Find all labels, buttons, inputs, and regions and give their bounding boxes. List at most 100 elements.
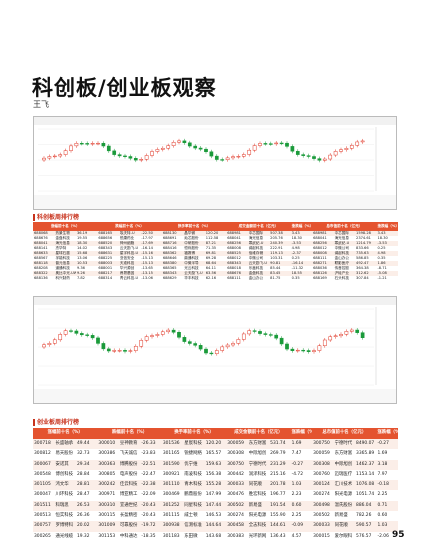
candle bbox=[160, 147, 165, 150]
table-cell: 147.44 bbox=[204, 500, 227, 512]
candle bbox=[101, 142, 106, 147]
candle bbox=[117, 154, 122, 157]
table-cell: 49.44 bbox=[75, 439, 98, 450]
column-header: 涨跌幅（%） bbox=[290, 222, 313, 231]
candle bbox=[177, 331, 181, 338]
table-cell: 中微半导 bbox=[183, 261, 205, 266]
table-cell: 300033 bbox=[312, 521, 334, 532]
candle bbox=[333, 335, 338, 338]
candle bbox=[225, 344, 230, 348]
table-cell: 688646 bbox=[162, 256, 177, 260]
table-cell: 688314 bbox=[98, 276, 113, 280]
column-header: 跌幅前十名（%） bbox=[97, 222, 162, 231]
table-cell: 300757 bbox=[33, 521, 55, 532]
candle bbox=[236, 156, 241, 158]
table-cell: 301009 bbox=[97, 521, 119, 532]
candle bbox=[355, 141, 360, 146]
table-cell: 688629 bbox=[162, 276, 177, 280]
table-cell: -1.21 bbox=[377, 276, 387, 280]
table-cell: 300386 bbox=[98, 451, 116, 457]
candle bbox=[279, 142, 284, 145]
table-cell: 博腾股份 bbox=[118, 459, 141, 470]
table-cell: 300548 bbox=[34, 471, 51, 477]
table-cell: 62.16 bbox=[205, 276, 217, 280]
table-cell: 18.55 bbox=[290, 271, 313, 276]
table-cell: 300476 bbox=[227, 492, 244, 498]
table-cell: 1153.14 bbox=[356, 471, 375, 477]
table-cell: 507.38 bbox=[269, 231, 291, 236]
table-cell: 神州细胞 bbox=[118, 241, 141, 246]
table-cell: 青木科技 bbox=[183, 480, 205, 491]
table-cell: 寒武纪-U bbox=[333, 241, 356, 246]
table-cell: 71.35 bbox=[205, 246, 217, 250]
table-cell: 688041 bbox=[227, 236, 241, 240]
table-cell: 天准科技 bbox=[118, 261, 141, 266]
table-cell: 南凌科技 bbox=[184, 471, 202, 477]
candle bbox=[128, 350, 133, 352]
table-cell: 301105 bbox=[33, 480, 55, 491]
table-cell: 688008 bbox=[312, 251, 334, 256]
candle bbox=[193, 145, 198, 149]
table-cell: 阳光电源 bbox=[248, 513, 267, 519]
table-cell: 240.39 bbox=[269, 241, 291, 246]
table-row: 688322 奥比中光-UW 9.26 688217 睿昂基因 -13.15 688343 云… bbox=[33, 271, 398, 276]
toolbar bbox=[34, 389, 396, 403]
candle bbox=[101, 343, 106, 350]
table-cell: 576.57 bbox=[356, 533, 372, 539]
candle bbox=[177, 140, 181, 143]
candle bbox=[187, 142, 192, 147]
candle bbox=[79, 333, 84, 336]
toolbar bbox=[34, 117, 396, 125]
candle bbox=[231, 156, 235, 159]
section-title: 科创板周排行榜 bbox=[33, 214, 79, 221]
table-cell: 9.36 bbox=[76, 266, 85, 270]
table-cell: 川环科技 bbox=[55, 492, 74, 498]
table-cell: -16.14 bbox=[141, 246, 153, 250]
table-cell: 300059 bbox=[226, 439, 248, 450]
table-cell: 金盘科技 bbox=[247, 271, 270, 276]
table-cell: 亚信安全 bbox=[119, 256, 135, 260]
table-cell: 87.21 bbox=[204, 241, 227, 246]
table-cell: 688111 bbox=[313, 256, 327, 260]
table-cell: 688169 bbox=[313, 276, 327, 280]
table-cell: 澜起科技 bbox=[248, 246, 264, 250]
table-cell: 688136 bbox=[34, 276, 48, 280]
table-cell: 东田微 bbox=[184, 533, 198, 539]
table-cell: 宁德时代 bbox=[247, 459, 270, 470]
candle bbox=[133, 158, 138, 161]
candle bbox=[268, 334, 273, 336]
table-cell: -20.43 bbox=[140, 500, 162, 512]
table-cell: 136.43 bbox=[270, 533, 286, 539]
candle bbox=[160, 331, 165, 335]
table-cell: 4.98 bbox=[376, 251, 398, 256]
table-cell: 1051.74 bbox=[356, 492, 375, 498]
table-cell: 海光信息 bbox=[54, 241, 76, 246]
candle bbox=[42, 157, 46, 161]
table-cell: 胜宏科技 bbox=[248, 492, 267, 498]
candle bbox=[209, 352, 214, 355]
table-cell: 120.20 bbox=[204, 439, 227, 450]
table-cell: 143.68 bbox=[205, 533, 222, 539]
candle bbox=[112, 350, 117, 352]
table-cell: 688012 bbox=[227, 256, 241, 260]
table-cell: 688676 bbox=[226, 271, 248, 276]
table-cell: 云天励飞-U bbox=[183, 271, 205, 276]
table-cell: 531.74 bbox=[269, 439, 291, 450]
table-cell: 4.57 bbox=[291, 533, 302, 539]
table-row: 688068 热景生物 36.19 688165 埃夫特-U -22.50 688130 晶华… bbox=[33, 231, 398, 236]
table-cell: 300242 bbox=[97, 480, 119, 491]
table-cell: 飞天诚信 bbox=[119, 451, 138, 457]
candle bbox=[52, 339, 57, 344]
candle bbox=[258, 331, 262, 334]
table-cell: 688981 bbox=[312, 231, 334, 236]
table-cell: 东方财富 bbox=[247, 439, 270, 450]
table-cell: 222.91 bbox=[270, 246, 283, 250]
table-cell: 睿昂基因 bbox=[118, 271, 141, 276]
page-number: 95 bbox=[392, 530, 405, 540]
table-cell: 长盛轴承 bbox=[54, 439, 76, 450]
table-cell: 300750 bbox=[312, 439, 334, 450]
table-cell: 14.02 bbox=[76, 246, 88, 250]
table-cell: 147.99 bbox=[205, 492, 222, 498]
table-cell: 688365 bbox=[162, 266, 177, 270]
table-cell: 润泽科技 bbox=[248, 471, 267, 477]
